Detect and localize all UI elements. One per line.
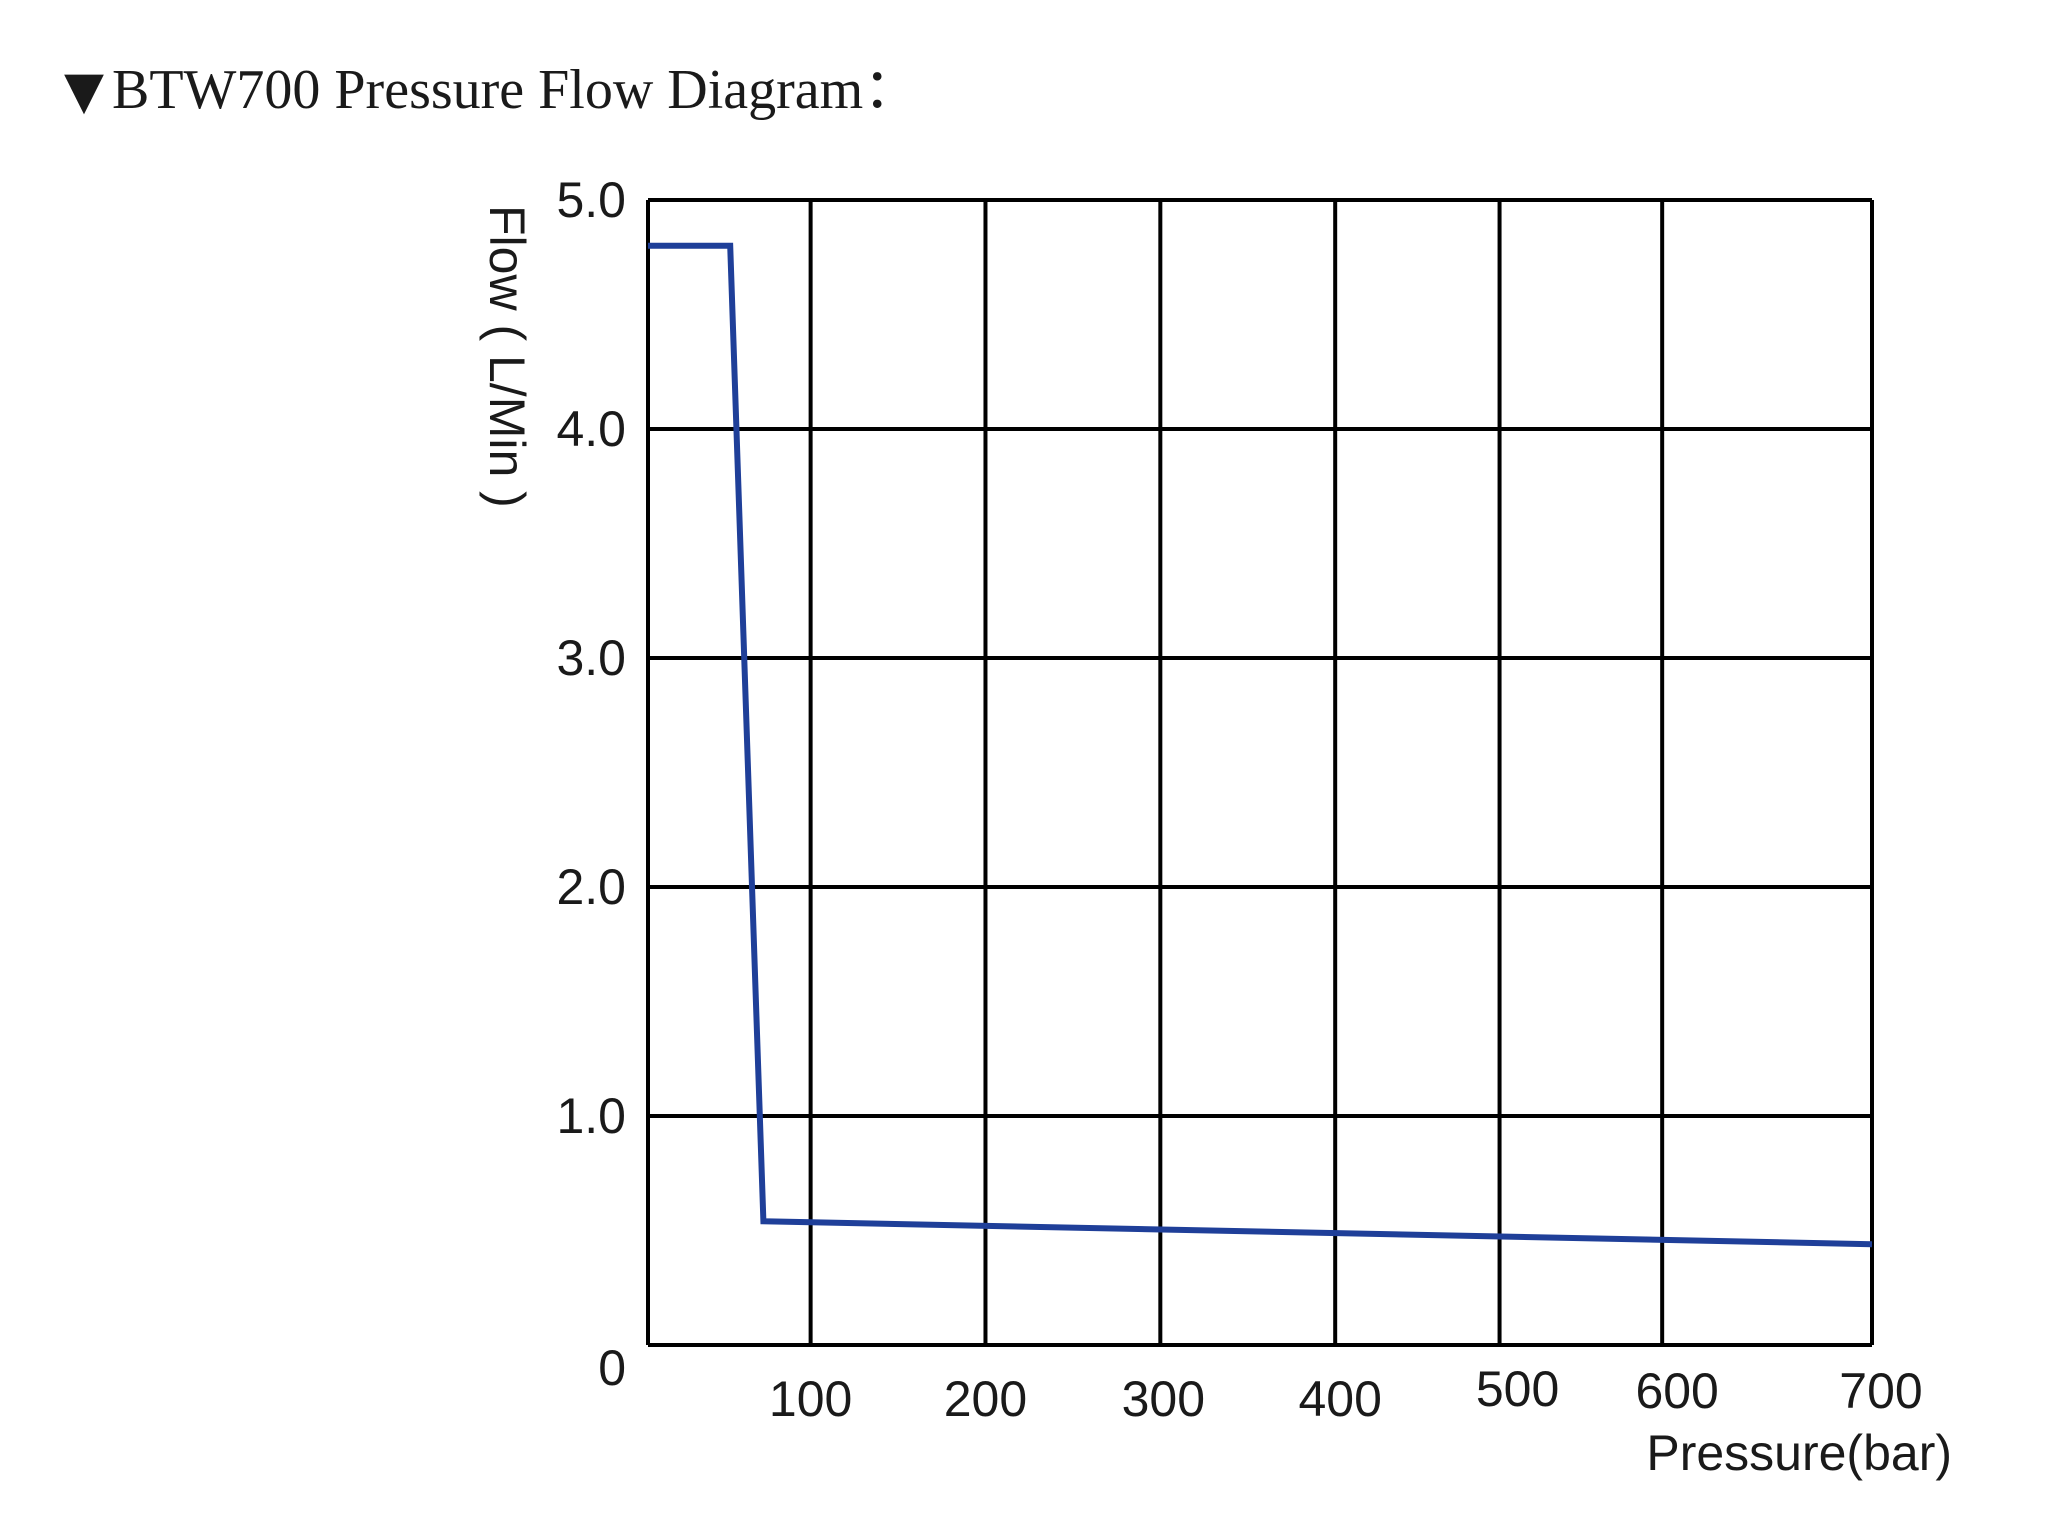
x-tick-label: 200 [944,1371,1027,1427]
y-tick-label: 3.0 [556,630,626,686]
chart-title-text: BTW700 Pressure Flow Diagram [112,59,864,121]
x-tick-label: 700 [1839,1363,1922,1419]
y-tick-label: 1.0 [556,1088,626,1144]
chart-title-suffix: ： [863,59,920,121]
grid [646,198,1874,1347]
x-tick-label: 100 [769,1371,852,1427]
x-tick-label: 300 [1122,1371,1205,1427]
series-layer [648,242,1873,1248]
flow-series-line [648,242,1873,1248]
chart-title: ▼ BTW700 Pressure Flow Diagram： [64,62,919,118]
y-tick-label: 0 [598,1340,626,1396]
y-tick-label: 2.0 [556,859,626,915]
x-tick-label: 600 [1635,1363,1718,1419]
triangle-down-icon: ▼ [64,61,104,121]
x-tick-label: 400 [1298,1371,1381,1427]
x-axis-label: Pressure(bar) [1646,1425,1952,1481]
tick-labels: 0 1.0 2.0 3.0 4.0 5.0 100 200 300 400 500 600 700 [556,172,1922,1427]
y-axis-label: Flow ( L/Min ) [479,205,535,508]
y-tick-label: 4.0 [556,401,626,457]
x-tick-label: 500 [1476,1361,1559,1417]
y-tick-label: 5.0 [556,172,626,228]
